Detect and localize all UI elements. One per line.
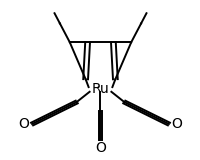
- Text: Ru: Ru: [91, 82, 109, 96]
- Text: O: O: [95, 141, 105, 155]
- Text: O: O: [171, 117, 181, 131]
- Text: O: O: [19, 117, 29, 131]
